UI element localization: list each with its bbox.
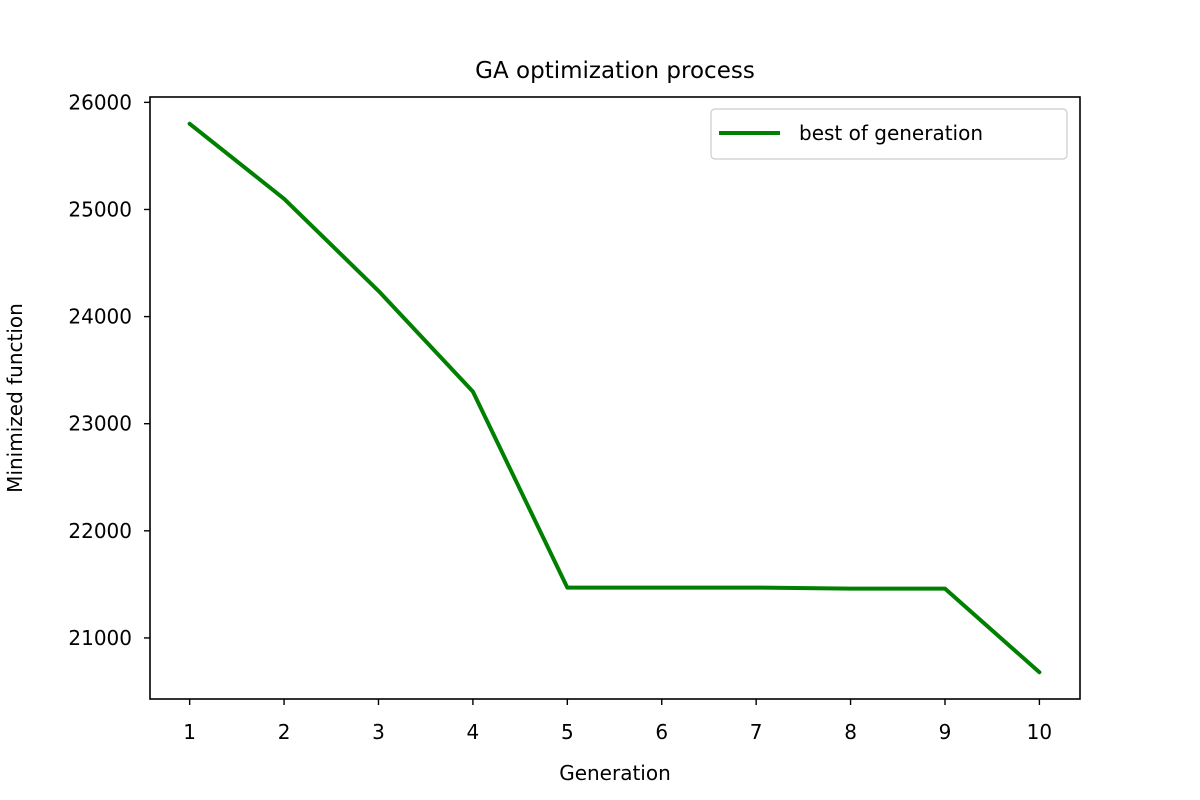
x-tick-label: 2 (278, 720, 291, 744)
legend: best of generation (710, 108, 1068, 160)
legend-label-best-of-generation: best of generation (799, 121, 983, 145)
x-tick-label: 1 (183, 720, 196, 744)
y-tick-label: 22000 (68, 519, 132, 543)
series-line-0 (187, 121, 1042, 675)
y-tick-label: 25000 (68, 197, 132, 221)
x-tick-label: 6 (655, 720, 668, 744)
y-axis-label: Minimized function (3, 303, 27, 493)
x-axis-ticks: 1 2 3 4 5 6 7 8 9 10 (183, 699, 1052, 744)
x-tick-label: 4 (467, 720, 480, 744)
y-axis-ticks: 21000 22000 23000 24000 25000 26000 (68, 90, 150, 650)
x-tick-label: 8 (844, 720, 857, 744)
plot-area (187, 121, 1042, 675)
x-tick-label: 9 (939, 720, 952, 744)
y-tick-label: 24000 (68, 305, 132, 329)
legend-box (710, 108, 1068, 160)
x-tick-label: 10 (1027, 720, 1052, 744)
y-tick-label: 21000 (68, 626, 132, 650)
x-tick-label: 5 (561, 720, 574, 744)
axes-frame (149, 96, 1081, 700)
series-lines (187, 121, 1042, 675)
chart-title: GA optimization process (475, 58, 755, 84)
y-tick-label: 26000 (68, 90, 132, 114)
x-tick-label: 3 (372, 720, 385, 744)
x-tick-label: 7 (750, 720, 763, 744)
y-tick-label: 23000 (68, 412, 132, 436)
x-axis-label: Generation (559, 761, 671, 785)
